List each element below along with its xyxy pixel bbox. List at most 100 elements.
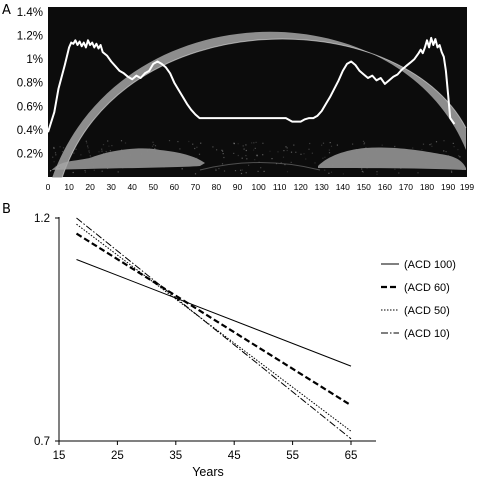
panel-a-x-tick-label: 199 bbox=[460, 182, 474, 192]
speckle-dot bbox=[309, 142, 311, 145]
speckle-dot bbox=[328, 152, 331, 154]
speckle-dot bbox=[366, 151, 368, 154]
speckle-dot bbox=[120, 140, 123, 142]
speckle-dot bbox=[324, 169, 326, 171]
speckle-dot bbox=[145, 159, 147, 161]
speckle-dot bbox=[245, 149, 247, 152]
speckle-dot bbox=[152, 155, 154, 157]
panel-b-legend: (ACD 100) (ACD 60) (ACD 50) (ACD 10) bbox=[381, 259, 456, 340]
speckle-dot bbox=[460, 162, 462, 164]
panel-b-y-tick-label: 0.7 bbox=[34, 436, 50, 448]
speckle-dot bbox=[365, 147, 367, 149]
speckle-dot bbox=[366, 167, 368, 169]
speckle-dot bbox=[253, 149, 255, 151]
panel-a-y-tick-label: 1.4% bbox=[17, 7, 43, 19]
speckle-dot bbox=[359, 161, 362, 163]
speckle-dot bbox=[53, 161, 55, 163]
speckle-dot bbox=[243, 148, 245, 150]
speckle-dot bbox=[146, 150, 148, 152]
speckle-dot bbox=[373, 163, 375, 165]
speckle-dot bbox=[72, 171, 74, 174]
speckle-dot bbox=[450, 170, 453, 172]
panel-a-x-tick-label: 60 bbox=[170, 182, 180, 192]
speckle-dot bbox=[107, 167, 109, 169]
speckle-dot bbox=[196, 157, 198, 159]
speckle-dot bbox=[275, 163, 278, 165]
panel-a-x-tick-label: 0 bbox=[46, 182, 51, 192]
panel-a-x-tick-label: 100 bbox=[252, 182, 266, 192]
speckle-dot bbox=[84, 169, 86, 172]
speckle-dot bbox=[198, 162, 200, 164]
speckle-dot bbox=[52, 156, 54, 158]
speckle-dot bbox=[53, 146, 55, 149]
speckle-dot bbox=[242, 145, 244, 147]
speckle-dot bbox=[233, 152, 235, 154]
legend-label-3: (ACD 50) bbox=[404, 305, 450, 317]
speckle-dot bbox=[179, 148, 181, 150]
speckle-dot bbox=[108, 145, 110, 147]
panel-a-x-tick-label: 110 bbox=[273, 182, 287, 192]
speckle-dot bbox=[153, 144, 155, 146]
speckle-dot bbox=[435, 141, 438, 143]
speckle-dot bbox=[300, 153, 302, 155]
speckle-dot bbox=[234, 170, 237, 172]
speckle-dot bbox=[237, 154, 239, 157]
speckle-dot bbox=[442, 160, 445, 162]
speckle-dot bbox=[328, 172, 330, 174]
speckle-dot bbox=[458, 155, 460, 157]
speckle-dot bbox=[334, 160, 337, 162]
speckle-dot bbox=[171, 161, 173, 163]
speckle-dot bbox=[75, 148, 77, 150]
panel-a-x-tick-label: 140 bbox=[336, 182, 350, 192]
speckle-dot bbox=[101, 150, 103, 152]
speckle-dot bbox=[260, 167, 262, 169]
speckle-dot bbox=[286, 147, 288, 149]
speckle-dot bbox=[322, 142, 325, 144]
cornea-inner-edge bbox=[61, 38, 467, 179]
speckle-dot bbox=[277, 151, 279, 153]
speckle-dot bbox=[326, 164, 328, 166]
speckle-dot bbox=[363, 143, 365, 145]
speckle-dot bbox=[435, 161, 437, 163]
speckle-dot bbox=[423, 158, 425, 160]
speckle-dot bbox=[262, 154, 264, 156]
panel-a-y-tick-label: 0.6% bbox=[17, 101, 43, 113]
speckle-dot bbox=[88, 152, 90, 154]
speckle-dot bbox=[198, 153, 201, 155]
speckle-dot bbox=[417, 172, 419, 174]
speckle-dot bbox=[86, 142, 88, 144]
speckle-dot bbox=[271, 158, 273, 160]
speckle-dot bbox=[113, 152, 115, 154]
speckle-dot bbox=[101, 170, 103, 172]
panel-a-x-tick-label: 150 bbox=[357, 182, 371, 192]
legend-label-1: (ACD 100) bbox=[404, 259, 456, 271]
speckle-dot bbox=[117, 171, 119, 173]
speckle-dot bbox=[85, 140, 87, 142]
speckle-dot bbox=[144, 153, 146, 155]
speckle-dot bbox=[357, 155, 359, 157]
panel-a-x-tick-label: 80 bbox=[212, 182, 222, 192]
speckle-dot bbox=[429, 144, 431, 146]
speckle-dot bbox=[282, 156, 285, 158]
oct-speckle bbox=[52, 140, 465, 175]
speckle-dot bbox=[321, 144, 323, 146]
speckle-dot bbox=[256, 155, 258, 157]
speckle-dot bbox=[280, 162, 282, 164]
speckle-dot bbox=[409, 162, 412, 164]
speckle-dot bbox=[330, 145, 333, 147]
speckle-dot bbox=[343, 166, 346, 168]
speckle-dot bbox=[324, 156, 326, 158]
speckle-dot bbox=[58, 166, 60, 169]
speckle-dot bbox=[308, 148, 310, 150]
speckle-dot bbox=[341, 159, 344, 161]
speckle-dot bbox=[314, 162, 316, 164]
panel-b-series-line-1 bbox=[76, 259, 352, 367]
speckle-dot bbox=[245, 155, 247, 157]
speckle-dot bbox=[336, 144, 338, 146]
speckle-dot bbox=[418, 151, 420, 153]
speckle-dot bbox=[140, 153, 142, 155]
speckle-dot bbox=[356, 151, 358, 153]
speckle-dot bbox=[96, 156, 99, 158]
speckle-dot bbox=[376, 173, 378, 175]
speckle-dot bbox=[89, 155, 91, 157]
